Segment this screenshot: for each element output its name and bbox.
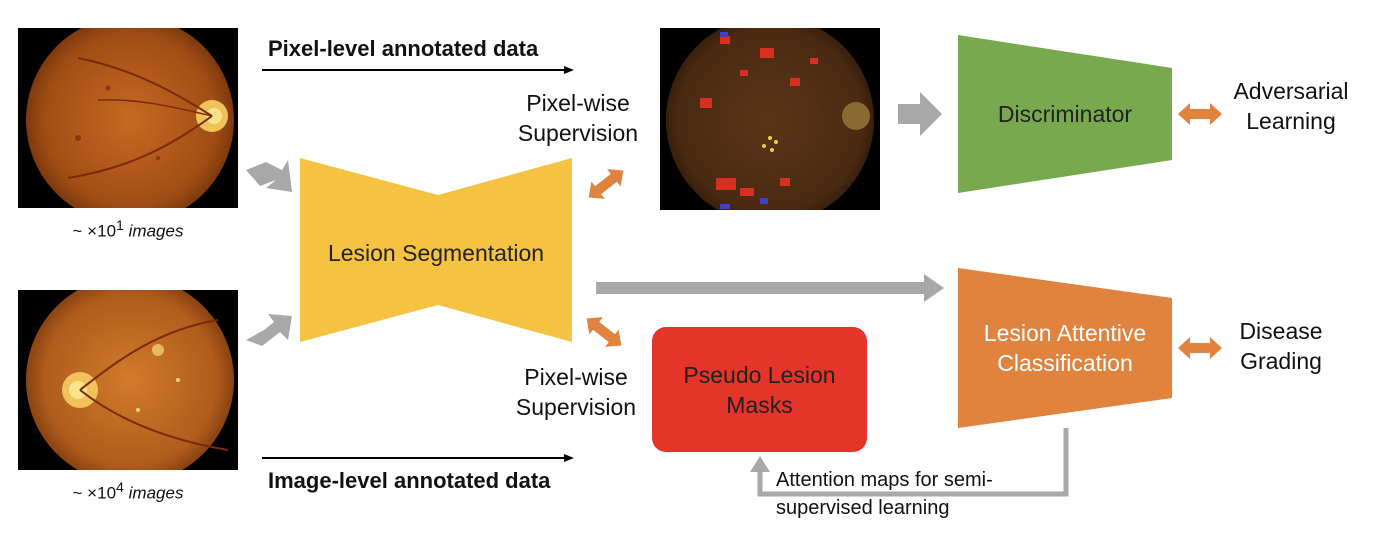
pseudo-line1: Pseudo Lesion	[683, 362, 836, 388]
caption-top-prefix: ~ ×10	[72, 221, 117, 241]
segmentation-result-image	[660, 28, 880, 210]
caption-top-exp: 1	[116, 218, 124, 234]
fundus-image-top	[18, 28, 238, 208]
adversarial-line1: Adversarial	[1233, 78, 1349, 104]
disease-line2: Grading	[1240, 348, 1322, 374]
discriminator-label: Discriminator	[997, 101, 1133, 127]
pixel-supervision-top-line2: Supervision	[517, 120, 639, 146]
attention-line1: Attention maps for semi-	[776, 469, 993, 491]
double-arrow-bottom-supervision	[586, 317, 622, 347]
caption-bottom-exp: 4	[116, 480, 124, 496]
pixel-level-label: Pixel-level annotated data	[268, 36, 539, 61]
image-level-arrow	[262, 454, 574, 462]
double-arrow-adversarial	[1178, 103, 1222, 125]
pixel-supervision-top: Pixel-wise Supervision	[498, 88, 658, 148]
segmentation-label: Lesion Segmentation	[327, 240, 545, 266]
pixel-supervision-top-line1: Pixel-wise	[526, 90, 630, 116]
pseudo-line2: Masks	[726, 392, 793, 418]
classification-line1: Lesion Attentive	[983, 320, 1147, 346]
pseudo-masks-shape	[652, 327, 867, 452]
classification-shape	[958, 268, 1172, 428]
caption-top-suffix: images	[128, 221, 184, 241]
caption-bottom: ~ ×104 images	[18, 480, 238, 504]
adversarial-label: Adversarial Learning	[1216, 76, 1366, 136]
pixel-level-arrow	[262, 66, 574, 74]
arrow-seg-image-to-discriminator	[898, 92, 942, 136]
caption-bottom-suffix: images	[128, 483, 184, 503]
double-arrow-disease	[1178, 337, 1222, 359]
disease-label: Disease Grading	[1216, 316, 1346, 376]
discriminator-shape	[958, 35, 1172, 193]
caption-top: ~ ×101 images	[18, 218, 238, 242]
classification-line2: Classification	[997, 350, 1133, 376]
classification-label: Lesion Attentive Classification	[958, 318, 1172, 378]
fundus-image-bottom	[18, 290, 238, 470]
caption-bottom-prefix: ~ ×10	[72, 483, 117, 503]
arrow-bottom-image-to-seg	[246, 314, 292, 346]
image-level-label: Image-level annotated data	[268, 468, 551, 493]
pixel-supervision-bottom: Pixel-wise Supervision	[496, 362, 656, 422]
pseudo-masks-label: Pseudo Lesion Masks	[652, 360, 867, 420]
attention-label: Attention maps for semi- supervised lear…	[776, 466, 993, 522]
arrow-attention-feedback	[750, 428, 1069, 497]
disease-line1: Disease	[1239, 318, 1323, 344]
adversarial-line2: Learning	[1246, 108, 1336, 134]
segmentation-shape	[300, 158, 572, 342]
pixel-supervision-bottom-line1: Pixel-wise	[524, 364, 628, 390]
arrow-seg-to-classification	[596, 274, 944, 302]
arrow-top-image-to-seg	[246, 160, 292, 192]
pixel-supervision-bottom-line2: Supervision	[515, 394, 637, 420]
double-arrow-top-supervision	[588, 169, 624, 199]
attention-line2: supervised learning	[776, 497, 950, 519]
